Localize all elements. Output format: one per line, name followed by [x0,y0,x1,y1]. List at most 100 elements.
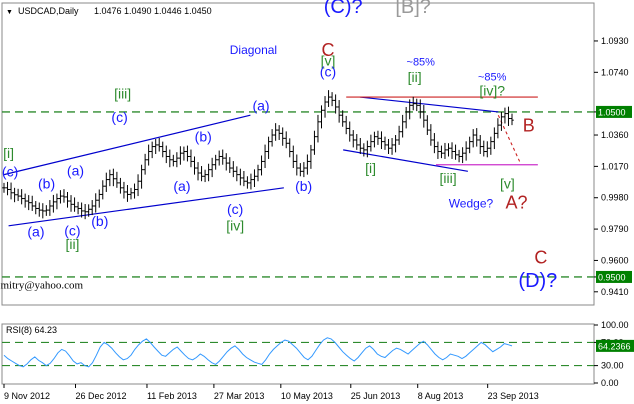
wave-label: [i] [3,145,14,161]
ohlc-bar [12,187,17,203]
ohlc-bar [309,144,313,169]
ohlc-bar [429,124,433,146]
ohlc-bar [213,154,218,170]
wave-label: [iv] [226,218,244,234]
ohlc-bar [178,146,183,165]
wedge-lower-line [343,149,468,172]
x-tick-label: 23 Sep 2013 [488,391,539,401]
ohlc-bar [302,162,306,178]
level-price-marker [596,270,632,283]
rsi-value-label: 64.2366 [598,341,631,351]
ohlc-bar [316,114,320,143]
wave-label: (b) [91,213,108,229]
ohlc-bar [23,193,27,208]
y-tick-label: 0.9980 [601,193,629,203]
wave-label: (a) [173,178,190,194]
rsi-panel-frame [1,323,595,385]
ohlc-bar [397,125,401,145]
ohlc-bar [19,189,24,205]
wave-label: (c) [111,109,127,125]
ohlc-bar [259,155,264,176]
ohlc-bar [9,182,13,200]
wave-label: (b) [195,129,212,145]
ohlc-bar [175,152,179,168]
wave-label: ~85% [478,72,507,84]
ohlc-bar [150,141,154,159]
ohlc-bar [295,154,299,176]
wave-label: (b) [295,178,312,194]
wave-label: [B]? [395,0,431,18]
ohlc-bar [439,145,444,159]
price-panel-frame [1,2,595,306]
ohlc-bar [90,200,94,216]
x-tick-label: 27 Mar 2013 [214,391,265,401]
x-tick-label: 8 Aug 2013 [418,391,464,401]
wave-label: (a) [67,162,84,178]
rsi-value-marker [596,339,634,352]
ohlc-bar [132,183,137,199]
x-tick-label: 11 Feb 2013 [147,391,197,401]
wave-label: (b) [38,176,55,192]
ohlc-bar [379,131,384,150]
ohlc-bar [65,191,70,208]
wave-label: (C)? [324,0,363,18]
ohlc-bar [238,168,243,186]
ohlc-bar [97,189,102,208]
ohlc-bar [111,168,116,187]
ohlc-bar [139,164,144,189]
rsi-y-label: 100.00 [601,320,629,330]
ohlc-bar [280,127,285,146]
y-tick-label: 0.9410 [601,287,629,297]
wave-label: Wedge? [449,197,494,211]
ohlc-bar [376,130,380,145]
rsi-y-label: 30.00 [601,361,624,371]
ohlc-bar [362,143,366,157]
ohlc-bar [153,138,158,154]
ohlc-bar [33,201,38,215]
ohlc-bar [129,187,133,200]
ohlc-bar [199,166,204,182]
wave-label: [i] [365,160,376,176]
ohlc-bar [26,195,31,211]
ohlc-bar [464,141,468,161]
ohlc-bar [344,115,348,135]
y-tick-label: 1.0170 [601,161,629,171]
ohlc-bar [115,171,119,188]
ohlc-bar [418,99,423,119]
wave-label: (c) [227,201,243,217]
ohlc-bar [220,149,225,165]
rsi-y-label: 0.00 [601,378,619,388]
ohlc-bar [83,204,87,220]
ohlc-bar [273,123,278,141]
ohlc-bar [16,188,20,202]
ohlc-bar [312,130,317,155]
ohlc-series [2,90,514,220]
ohlc-bar [432,133,437,154]
ohlc-bar [224,153,229,171]
ohlc-bar [467,136,472,154]
ohlc-bar [157,137,162,152]
wave-label: (a) [252,97,269,113]
ohlc-bar [235,166,239,182]
collapse-icon: ▼ [6,9,13,16]
ohlc-bar [51,194,56,213]
ohlc-bar [136,174,140,197]
ohlc-bar [284,131,289,149]
ohlc-bar [411,96,416,111]
ohlc-bar [372,131,377,148]
ohlc-bar [192,156,197,175]
ohlc-bar [62,189,66,203]
ohlc-bar [287,138,292,158]
channel-upper-line [3,114,251,176]
ohlc-bar [337,100,341,123]
wave-label: [iii] [114,86,131,102]
ohlc-bar [245,176,250,189]
wave-label: forDmitry@yahoo.com [0,279,83,291]
ohlc-bar [242,170,246,187]
ohlc-bar [69,195,73,212]
ohlc-bar [182,146,186,161]
wave-label: C [534,248,547,268]
ohlc-bar [506,106,511,126]
ohlc-bar [108,169,112,187]
